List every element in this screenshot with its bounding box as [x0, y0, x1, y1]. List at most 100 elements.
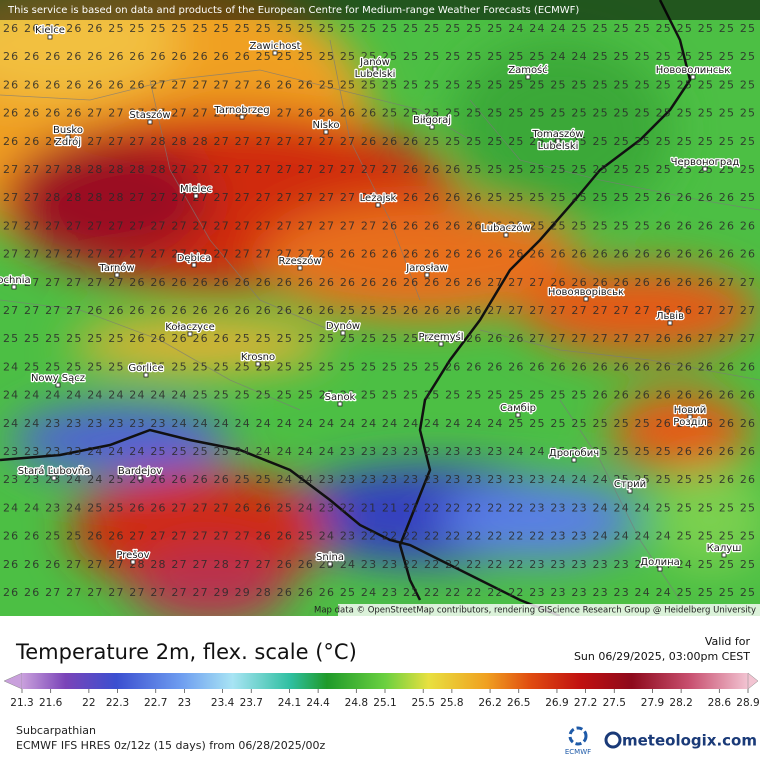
scale-low-end	[3, 672, 23, 690]
tick-label: 26.9	[545, 697, 568, 709]
attribution: Map data © OpenStreetMap contributors, r…	[314, 606, 756, 616]
city-label: Kołaczyce	[165, 322, 214, 333]
city-dot	[627, 488, 633, 494]
city-dot	[137, 475, 143, 481]
tick-label: 24.4	[306, 697, 330, 709]
city-label: Lubaczów	[481, 222, 530, 234]
country-borders	[0, 0, 692, 616]
city-dot	[51, 475, 57, 481]
city-dot	[55, 382, 61, 388]
city-label: Mielec	[180, 184, 212, 195]
city-dot	[272, 50, 278, 56]
value-row: 23 23 23 23 24 24 24 25 25 25 25 24 24 2…	[3, 445, 755, 458]
legend-ticks: 21.3 21.6 22 22.3 22.7 23 23.4 23.7 24.1 24.4 24.8…	[10, 689, 760, 709]
value-row: 24 25 25 25 25 25 25 25 25 25 25 25 25 2…	[3, 360, 755, 373]
city-label: Sanok	[325, 392, 356, 403]
tick-label: 24.8	[345, 697, 368, 709]
attribution-box	[338, 604, 760, 616]
city-label: Kielce	[35, 25, 65, 36]
value-row: 24 24 24 24 24 24 24 24 24 25 25 25 25 2…	[3, 389, 755, 402]
city-label: Розділ	[673, 416, 707, 428]
city-dot	[571, 457, 577, 463]
meteologix-logo[interactable]: meteologix.com	[604, 731, 757, 750]
city-label: Jarosław	[405, 263, 447, 274]
city-dot	[372, 66, 378, 72]
city-label: Самбір	[500, 402, 536, 414]
value-row: 26 26 26 26 26 26 26 27 27 27 27 27 26 2…	[3, 78, 755, 91]
value-row: 27 27 27 27 26 26 26 26 26 26 26 26 26 2…	[3, 304, 755, 317]
value-row: 26 26 26 26 26 25 25 25 25 25 25 25 25 2…	[3, 22, 755, 35]
city-label: Zawichost	[249, 41, 300, 52]
tick-label: 25.1	[373, 697, 396, 709]
tick-label: 27.5	[603, 697, 626, 709]
tick-label: 23.7	[240, 697, 263, 709]
city-label: Tarnobrzeg	[213, 105, 269, 116]
tick-label: 22.3	[106, 697, 129, 709]
city-dot	[583, 296, 589, 302]
city-dot	[687, 414, 693, 420]
value-row: 24 24 23 24 25 25 26 26 27 27 27 26 26 2…	[3, 501, 755, 514]
city-dot	[702, 166, 708, 172]
city-label: Червоноград	[671, 157, 740, 168]
city-dot	[255, 361, 261, 367]
city-label: ochnia	[0, 275, 31, 286]
city-label: Львів	[656, 310, 684, 322]
city-dot	[690, 74, 696, 80]
city-label: Janów	[359, 56, 390, 68]
value-row: 26 26 26 27 27 27 28 28 27 27 28 27 27 2…	[3, 558, 755, 571]
value-row: 26 26 26 26 26 26 26 26 26 26 26 26 25 2…	[3, 50, 755, 63]
city-dot	[47, 34, 53, 40]
brand[interactable]: meteologix.com	[622, 732, 757, 750]
city-label: Новояворівськ	[548, 286, 624, 298]
city-dot	[114, 272, 120, 278]
notice-bar	[0, 0, 760, 20]
city-dot	[191, 262, 197, 268]
city-label: Стрий	[614, 479, 646, 490]
tick-label: 27.2	[574, 697, 597, 709]
city-label: Nowy Sącz	[31, 373, 85, 384]
city-label: Lubelski	[355, 69, 396, 80]
tick-label: 25.5	[412, 697, 435, 709]
tick-label: 25.8	[440, 697, 463, 709]
region-borders	[0, 39, 760, 601]
value-row: 23 23 23 24 24 25 26 26 26 26 26 25 25 2…	[3, 473, 755, 486]
tick-label: 23.4	[211, 697, 235, 709]
city-label: Przemyśl	[418, 331, 463, 343]
city-dot	[143, 372, 149, 378]
tick-label: 28.6	[708, 697, 732, 709]
city-label: Bardejov	[118, 466, 162, 477]
city-dot	[438, 341, 444, 347]
ecmwf-logo: ECMWF	[565, 726, 591, 756]
city-dot	[147, 119, 153, 125]
city-dot	[327, 561, 333, 567]
city-label: Дрогобич	[549, 448, 599, 459]
city-dot	[721, 552, 727, 558]
region: Subcarpathian	[16, 724, 96, 737]
city-label: Lubelski	[538, 141, 579, 152]
city-label: Калуш	[707, 543, 742, 554]
city-dot	[340, 330, 346, 336]
temperature-field	[0, 0, 760, 616]
tick-label: 23	[178, 697, 191, 709]
city-dot	[239, 114, 245, 120]
color-scale	[22, 673, 748, 689]
tick-label: 28.9	[736, 697, 759, 709]
city-label: Dębica	[177, 253, 212, 264]
model: ECMWF IFS HRES 0z/12z (15 days) from 06/…	[16, 739, 326, 752]
city-label: Нововолинськ	[656, 65, 731, 76]
city-label: Staszów	[129, 109, 170, 121]
city-dot	[11, 284, 17, 290]
city-label: Nisko	[312, 120, 339, 131]
city-dot	[424, 272, 430, 278]
city-dot	[130, 559, 136, 565]
tick-label: 21.6	[39, 697, 63, 709]
city-label: Snina	[316, 552, 344, 563]
value-row: 26 26 27 27 27 27 27 27 27 27 29 29 28 2…	[3, 586, 755, 599]
tick-label: 22	[82, 697, 95, 709]
city-dot	[429, 124, 435, 130]
value-row: 27 27 27 27 27 27 27 27 27 27 27 27 27 2…	[3, 248, 755, 261]
value-row: 27 27 27 28 28 28 28 28 27 27 27 27 27 2…	[3, 163, 755, 176]
city-label: Долина	[640, 557, 680, 568]
city-label: Zdrój	[55, 136, 81, 148]
